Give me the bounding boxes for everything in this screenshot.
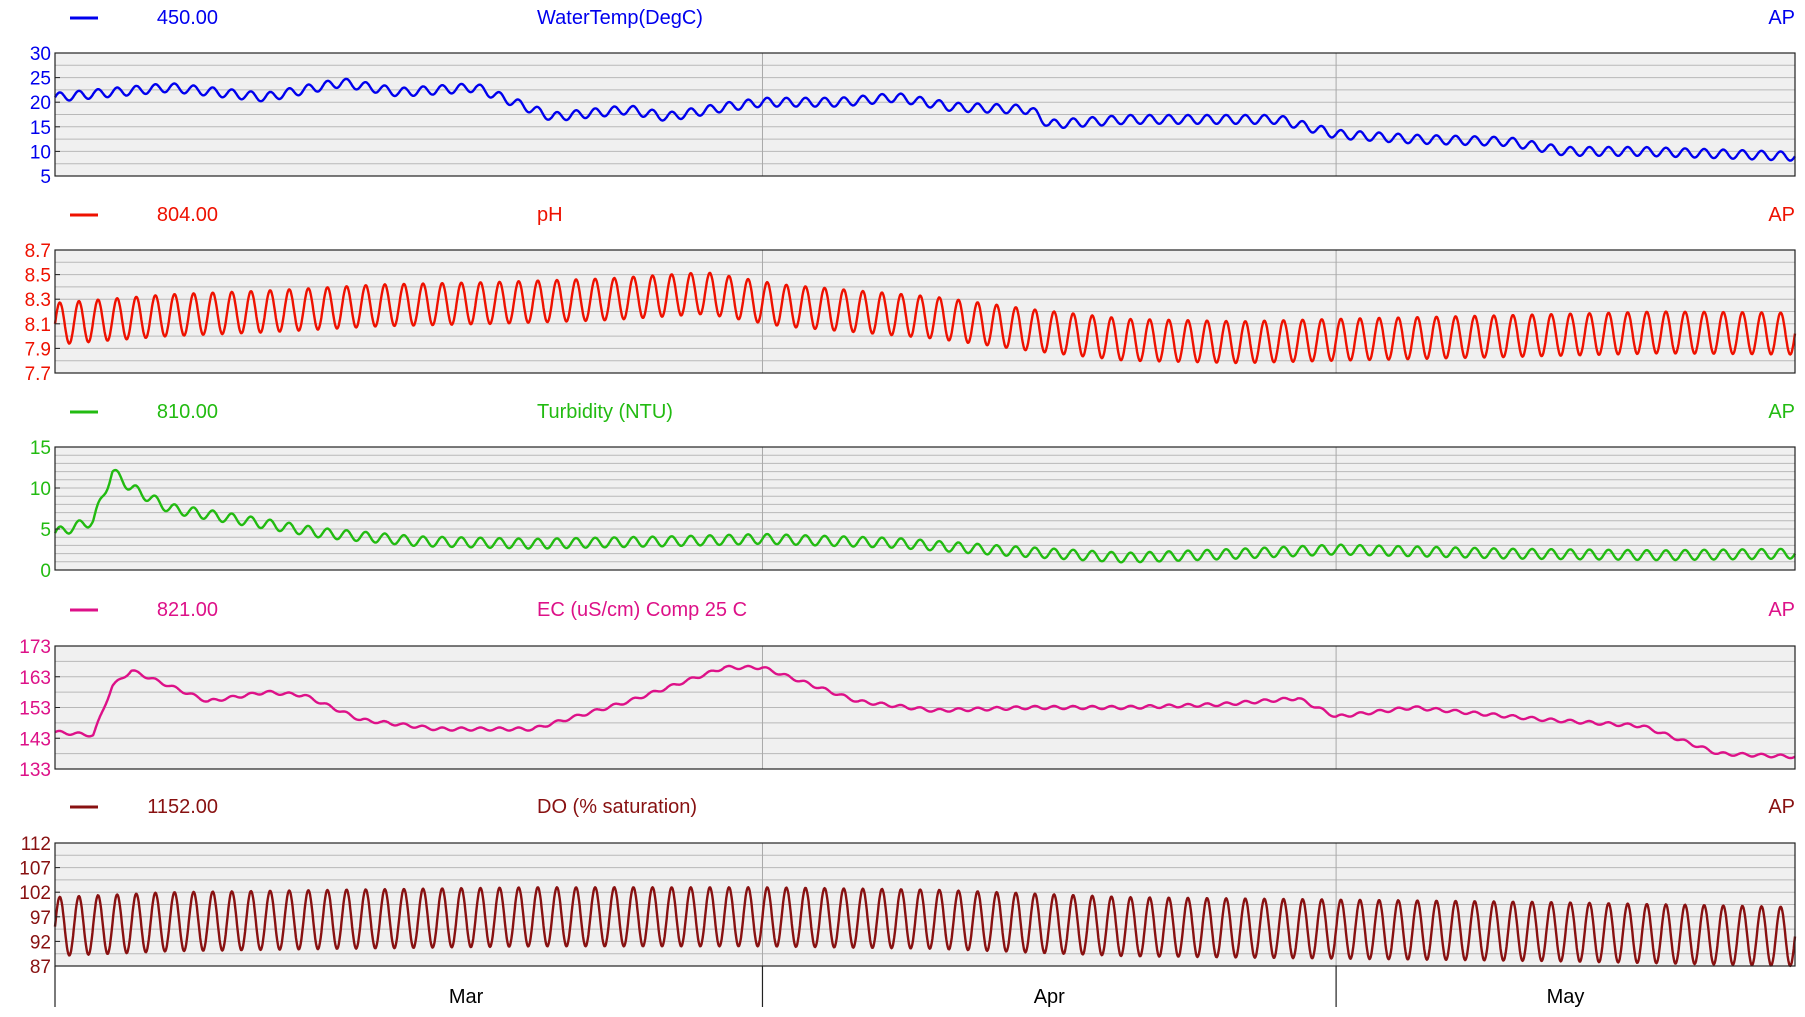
y-tick-label: 102 — [19, 883, 51, 904]
y-tick-label: 10 — [30, 142, 51, 163]
series-line-water-temp — [54, 77, 1796, 162]
plot-frame — [54, 446, 1796, 571]
y-tick-label: 15 — [30, 118, 51, 139]
y-tick-label: 173 — [19, 637, 51, 658]
y-tick-label: 8.1 — [25, 315, 51, 336]
y-tick-label: 92 — [30, 932, 51, 953]
panel-value: 810.00 — [157, 401, 218, 423]
y-tick-label: 15 — [30, 438, 51, 459]
panel-water-temp: 450.00 WaterTemp(DegC) AP 30 25 20 15 10 5 — [30, 7, 1796, 188]
panel-title: pH — [537, 204, 563, 226]
y-tick-label: 30 — [30, 44, 51, 65]
plot-frame — [54, 52, 1796, 177]
panel-value: 821.00 — [157, 599, 218, 621]
panel-ap-label: AP — [1768, 796, 1795, 818]
y-tick-label: 143 — [19, 729, 51, 750]
series-line-ph — [53, 271, 1797, 365]
series-line-ec — [54, 664, 1796, 760]
month-label: Mar — [449, 986, 484, 1008]
y-tick-label: 163 — [19, 668, 51, 689]
y-tick-label: 5 — [40, 167, 51, 188]
y-tick-label: 5 — [40, 520, 51, 541]
y-tick-label: 8.5 — [25, 266, 51, 287]
y-tick-label: 7.7 — [25, 364, 51, 385]
y-tick-label: 0 — [40, 561, 51, 582]
month-label: May — [1547, 986, 1585, 1008]
panel-ap-label: AP — [1768, 599, 1795, 621]
panel-ec: 821.00 EC (uS/cm) Comp 25 C AP 173 163 153 143… — [19, 599, 1796, 781]
y-tick-label: 87 — [30, 957, 51, 978]
y-tick-label: 8.3 — [25, 290, 51, 311]
time-axis: Mar Apr May — [54, 966, 1585, 1008]
plot-background — [55, 447, 1795, 570]
panel-value: 1152.00 — [147, 796, 218, 818]
y-tick-label: 97 — [30, 908, 51, 929]
panel-turbidity: 810.00 Turbidity (NTU) AP 15 10 5 0 — [30, 401, 1797, 582]
y-tick-label: 153 — [19, 699, 51, 720]
plot-frame — [54, 249, 1796, 374]
panel-ph: 804.00 pH AP 8.7 8.5 8.3 8.1 7.9 7.7 — [25, 204, 1797, 385]
y-tick-label: 8.7 — [25, 241, 51, 262]
panel-value: 804.00 — [157, 204, 218, 226]
y-tick-label: 133 — [19, 760, 51, 781]
series-line-turbidity — [53, 468, 1797, 564]
panel-title: DO (% saturation) — [537, 796, 697, 818]
panel-do: 1152.00 DO (% saturation) AP 112 107 102 97 92 8… — [19, 796, 1797, 978]
panel-ap-label: AP — [1768, 7, 1795, 29]
panel-ap-label: AP — [1768, 204, 1795, 226]
y-tick-label: 10 — [30, 479, 51, 500]
month-label: Apr — [1034, 986, 1065, 1008]
series-line-do — [53, 886, 1797, 968]
y-tick-label: 25 — [30, 69, 51, 90]
y-tick-label: 112 — [21, 834, 51, 855]
plot-frame — [54, 842, 1796, 967]
panel-title: WaterTemp(DegC) — [537, 7, 703, 29]
panel-ap-label: AP — [1768, 401, 1795, 423]
y-tick-label: 20 — [30, 93, 51, 114]
panel-value: 450.00 — [157, 7, 218, 29]
y-tick-label: 107 — [19, 859, 51, 880]
panel-title: Turbidity (NTU) — [537, 401, 673, 423]
y-tick-label: 7.9 — [25, 339, 51, 360]
panel-title: EC (uS/cm) Comp 25 C — [537, 599, 747, 621]
